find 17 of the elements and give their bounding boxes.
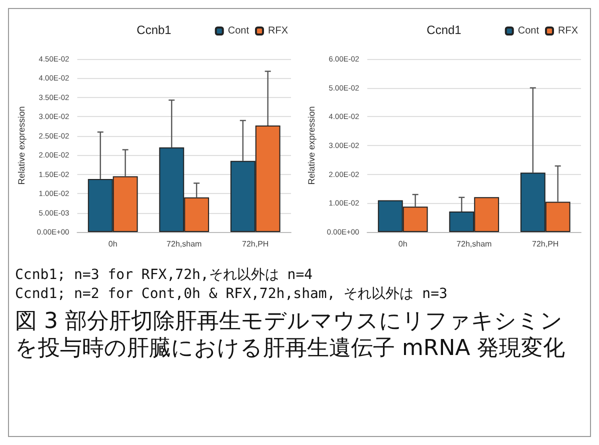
- x-tick-label: 72h,PH: [242, 240, 269, 248]
- x-tick-label: 72h,sham: [166, 240, 202, 248]
- x-tick-label: 72h,PH: [532, 240, 559, 248]
- y-axis-title: Relative expression: [306, 106, 316, 185]
- text: Ccnd1; n=2 for Cont,0h & RFX,72h,sham, それ以外は n=3: [15, 285, 448, 304]
- chart-title: Ccnb1: [136, 23, 172, 37]
- x-tick-label: 0h: [398, 240, 408, 248]
- x-tick-label: 0h: [108, 240, 118, 248]
- text: Ccnb1; n=3 for RFX,72h,それ以外は n=4: [15, 266, 314, 285]
- caption: 図 3 部分肝切除肝再生モデルマウスにリファキシミンを投与時の肝臓における肝再生遺伝子 mRNA 発現変化: [15, 308, 566, 362]
- x-tick-label: 72h,sham: [456, 240, 492, 248]
- chart-title: Ccnd1: [426, 23, 462, 37]
- legend-label: RFX: [268, 26, 288, 36]
- legend-label: RFX: [558, 26, 578, 36]
- legend-label: Cont: [228, 26, 250, 36]
- y-axis-title: Relative expression: [16, 106, 26, 185]
- legend-label: Cont: [518, 26, 540, 36]
